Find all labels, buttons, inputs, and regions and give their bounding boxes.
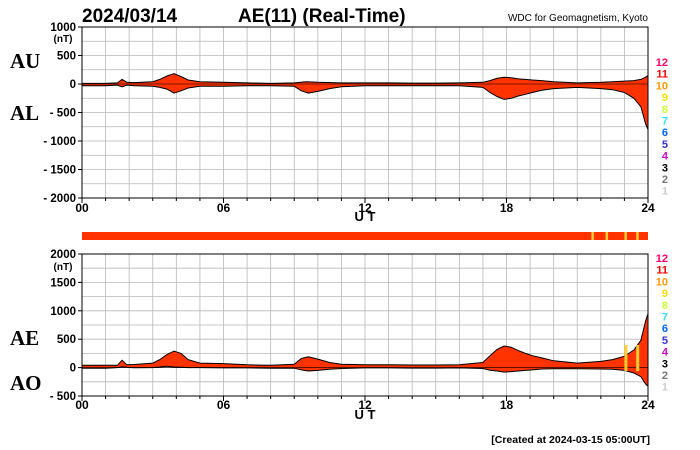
legend-count-3: 3	[662, 162, 668, 174]
legend-count-10: 10	[656, 80, 668, 92]
y-tick-label: - 500	[50, 108, 76, 120]
quality-accent-mark	[636, 345, 640, 371]
x-tick-label: 18	[500, 201, 514, 215]
y-tick-label: 1500	[50, 277, 76, 289]
panel2-grid	[82, 254, 648, 396]
legend-count-10: 10	[656, 276, 668, 288]
panel2-top-label: AE	[10, 326, 39, 350]
y-tick-label: - 500	[50, 391, 76, 403]
x-tick-label: 06	[217, 398, 231, 412]
created-timestamp: [Created at 2024-03-15 05:00UT]	[491, 434, 650, 446]
series-line-al	[82, 84, 649, 130]
series-fill-area	[82, 73, 648, 130]
quality-bar-accent	[624, 232, 627, 240]
panel1-y-axis: 1000 500 0 - 500 - 1000 - 1500 - 2000	[43, 22, 82, 205]
y-tick-label: 1000	[50, 306, 76, 318]
legend-count-2: 2	[662, 174, 668, 186]
legend-count-7: 7	[662, 116, 668, 128]
panel1-grid	[82, 27, 648, 198]
panel1-area	[82, 73, 649, 130]
data-quality-bar	[82, 232, 648, 240]
quality-bar-accent	[591, 232, 594, 240]
y-tick-label: 2000	[50, 249, 76, 261]
y-tick-label: 500	[57, 51, 76, 63]
legend-count-12: 12	[656, 57, 668, 69]
legend-count-8: 8	[662, 104, 668, 116]
legend-count-5: 5	[662, 335, 668, 347]
panel1-x-label: U T	[355, 209, 376, 224]
x-tick-label: 12	[358, 398, 372, 412]
chart-title: AE(11) (Real-Time)	[238, 6, 406, 27]
date-label: 2024/03/14	[82, 6, 178, 27]
credit-label: WDC for Geomagnetism, Kyoto	[508, 13, 648, 24]
legend-count-8: 8	[662, 300, 668, 312]
series-line-au	[82, 73, 649, 84]
panel1-unit-label: (nT)	[54, 34, 73, 45]
legend-count-9: 9	[662, 288, 668, 300]
quality-bar-accent	[636, 232, 639, 240]
x-tick-label: 06	[217, 201, 231, 215]
y-tick-label: - 1500	[43, 165, 76, 177]
quality-bar-accent	[605, 232, 609, 240]
legend-count-1: 1	[662, 382, 668, 394]
x-tick-label: 00	[75, 201, 89, 215]
x-tick-label: 00	[75, 398, 89, 412]
panel2-y-axis: 2000 1500 1000 500 0 - 500	[50, 249, 82, 403]
quality-accent-mark	[624, 345, 628, 371]
legend-count-5: 5	[662, 139, 668, 151]
panel1-bottom-label: AL	[10, 101, 39, 125]
y-tick-label: - 1000	[43, 136, 76, 148]
legend-count-4: 4	[662, 347, 669, 359]
legend-count-6: 6	[662, 323, 668, 335]
panel2-area	[82, 313, 649, 387]
x-tick-label: 24	[641, 201, 655, 215]
y-tick-label: 1000	[50, 22, 76, 34]
panel2-bottom-label: AO	[10, 371, 42, 395]
y-tick-label: - 2000	[43, 193, 76, 205]
legend-count-6: 6	[662, 127, 668, 139]
legend-count-12: 12	[656, 253, 668, 265]
legend-count-7: 7	[662, 312, 668, 324]
legend-count-1: 1	[662, 186, 668, 198]
panel2-unit-label: (nT)	[54, 262, 73, 273]
legend-count-2: 2	[662, 370, 668, 382]
legend-count-3: 3	[662, 358, 668, 370]
x-tick-label: 18	[500, 398, 514, 412]
legend-count-4: 4	[662, 151, 669, 163]
panel1-x-axis: 00 06 12 18 24	[75, 198, 655, 215]
x-tick-label: 24	[641, 398, 655, 412]
panel1-top-label: AU	[10, 49, 40, 73]
panel2-x-label: U T	[355, 407, 376, 422]
legend-count-11: 11	[656, 69, 668, 81]
y-tick-label: 0	[70, 363, 76, 375]
legend-count-9: 9	[662, 92, 668, 104]
y-tick-label: 500	[57, 334, 76, 346]
panel2-x-axis: 00 06 12 18 24	[75, 396, 655, 412]
x-tick-label: 12	[358, 201, 372, 215]
quality-bar-fill	[82, 232, 648, 240]
legend-count-11: 11	[656, 265, 668, 277]
series-fill-area	[82, 313, 648, 387]
y-tick-label: 0	[70, 79, 76, 91]
series-line-ae	[82, 313, 649, 366]
